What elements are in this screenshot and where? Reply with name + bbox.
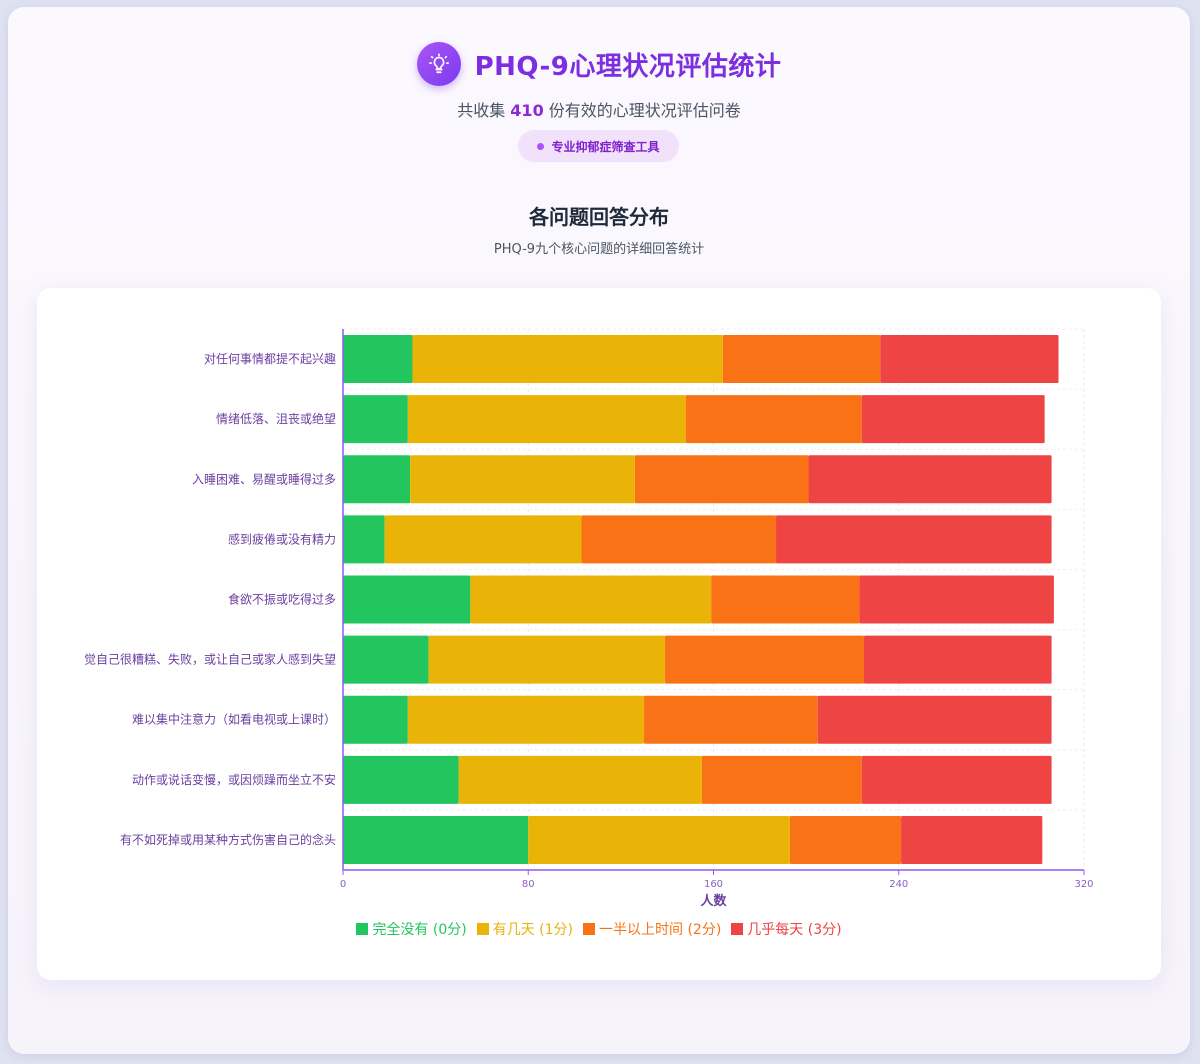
survey-count-text: 共收集 410 份有效的心理状况评估问卷 bbox=[8, 97, 1190, 121]
x-tick-label: 240 bbox=[889, 879, 908, 890]
x-tick-label: 320 bbox=[1074, 879, 1093, 890]
bar-segment bbox=[343, 695, 408, 744]
category-label: 有不如死掉或用某种方式伤害自己的念头 bbox=[120, 832, 336, 847]
bar-segment bbox=[343, 635, 429, 684]
bar-segment bbox=[343, 455, 411, 504]
bar-segment bbox=[711, 575, 860, 624]
bar-segment bbox=[901, 815, 1043, 864]
lightbulb-icon bbox=[416, 42, 461, 86]
legend-label: 完全没有 (0分) bbox=[372, 922, 467, 938]
bar-segment bbox=[470, 575, 712, 624]
bar-segment bbox=[644, 695, 818, 744]
category-label: 入睡困难、易醒或睡得过多 bbox=[192, 471, 336, 486]
bar-segment bbox=[343, 575, 471, 624]
survey-count: 410 bbox=[510, 101, 544, 120]
legend-swatch bbox=[731, 923, 744, 935]
bar-segment bbox=[410, 455, 635, 504]
bar-segment bbox=[864, 635, 1052, 684]
category-label: 感到疲倦或没有精力 bbox=[228, 531, 336, 546]
bar-segment bbox=[343, 755, 459, 804]
bar-segment bbox=[722, 335, 881, 384]
page-title: PHQ-9心理状况评估统计 bbox=[474, 51, 782, 82]
category-label: 对任何事情都提不起兴趣 bbox=[204, 351, 336, 366]
bar-segment bbox=[808, 455, 1052, 504]
x-axis-title: 人数 bbox=[700, 893, 727, 908]
bar-segment bbox=[407, 695, 645, 744]
bar-segment bbox=[343, 515, 385, 564]
x-tick-label: 80 bbox=[522, 879, 535, 890]
category-label: 难以集中注意力（如看电视或上课时） bbox=[132, 712, 336, 727]
category-label: 觉自己很糟糕、失败，或让自己或家人感到失望 bbox=[84, 652, 336, 667]
category-label: 情绪低落、沮丧或绝望 bbox=[216, 411, 336, 426]
bar-segment bbox=[384, 515, 582, 564]
bar-segment bbox=[776, 515, 1052, 564]
section-title: 各问题回答分布 bbox=[529, 205, 669, 229]
legend-item[interactable]: 完全没有 (0分) bbox=[356, 919, 467, 939]
category-label: 动作或说话变慢，或因烦躁而坐立不安 bbox=[132, 772, 336, 787]
legend-item[interactable]: 一半以上时间 (2分) bbox=[583, 919, 721, 939]
legend-label: 有几天 (1分) bbox=[492, 922, 573, 938]
bar-segment bbox=[685, 395, 862, 444]
tool-badge: 专业抑郁症筛查工具 bbox=[518, 130, 679, 162]
bar-segment bbox=[528, 815, 790, 864]
bar-segment bbox=[343, 335, 413, 384]
bar-segment bbox=[343, 815, 529, 864]
subtitle-suffix: 份有效的心理状况评估问卷 bbox=[548, 101, 741, 120]
dashboard-card: PHQ-9心理状况评估统计 共收集 410 份有效的心理状况评估问卷 专业抑郁症… bbox=[8, 7, 1190, 1054]
bar-segment bbox=[407, 395, 686, 444]
legend-swatch bbox=[583, 923, 595, 935]
section-subtitle: PHQ-9九个核心问题的详细回答统计 bbox=[493, 242, 705, 257]
bar-segment bbox=[458, 755, 702, 804]
bar-segment bbox=[343, 395, 408, 444]
legend-swatch bbox=[476, 923, 489, 935]
stacked-bar-chart: 对任何事情都提不起兴趣情绪低落、沮丧或绝望入睡困难、易醒或睡得过多感到疲倦或没有… bbox=[84, 328, 1094, 908]
bar-segment bbox=[428, 635, 665, 684]
legend-label: 几乎每天 (3分) bbox=[747, 922, 842, 938]
category-label: 食欲不振或吃得过多 bbox=[228, 592, 336, 607]
legend-item[interactable]: 几乎每天 (3分) bbox=[731, 919, 842, 939]
chart-legend: 完全没有 (0分) 有几天 (1分) 一半以上时间 (2分) 几乎每天 (3分) bbox=[37, 919, 1161, 939]
x-tick-label: 160 bbox=[704, 879, 723, 890]
bar-segment bbox=[861, 395, 1045, 444]
badge-dot-icon bbox=[537, 142, 545, 150]
subtitle-prefix: 共收集 bbox=[457, 101, 506, 120]
x-tick-label: 0 bbox=[340, 879, 346, 890]
legend-label: 一半以上时间 (2分) bbox=[599, 922, 722, 938]
title-row: PHQ-9心理状况评估统计 bbox=[8, 42, 1190, 86]
legend-swatch bbox=[356, 923, 369, 935]
header: PHQ-9心理状况评估统计 共收集 410 份有效的心理状况评估问卷 专业抑郁症… bbox=[8, 7, 1190, 187]
bar-segment bbox=[817, 695, 1052, 744]
bar-segment bbox=[634, 455, 809, 504]
bar-segment bbox=[664, 635, 865, 684]
bar-segment bbox=[789, 815, 902, 864]
bar-segment bbox=[859, 575, 1054, 624]
bar-segment bbox=[880, 335, 1059, 384]
bar-segment bbox=[701, 755, 862, 804]
bar-segment bbox=[581, 515, 777, 564]
bar-segment bbox=[861, 755, 1052, 804]
chart-card: 对任何事情都提不起兴趣情绪低落、沮丧或绝望入睡困难、易醒或睡得过多感到疲倦或没有… bbox=[37, 288, 1161, 980]
bar-segment bbox=[412, 335, 723, 384]
badge-label: 专业抑郁症筛查工具 bbox=[551, 139, 660, 154]
legend-item[interactable]: 有几天 (1分) bbox=[476, 919, 573, 939]
